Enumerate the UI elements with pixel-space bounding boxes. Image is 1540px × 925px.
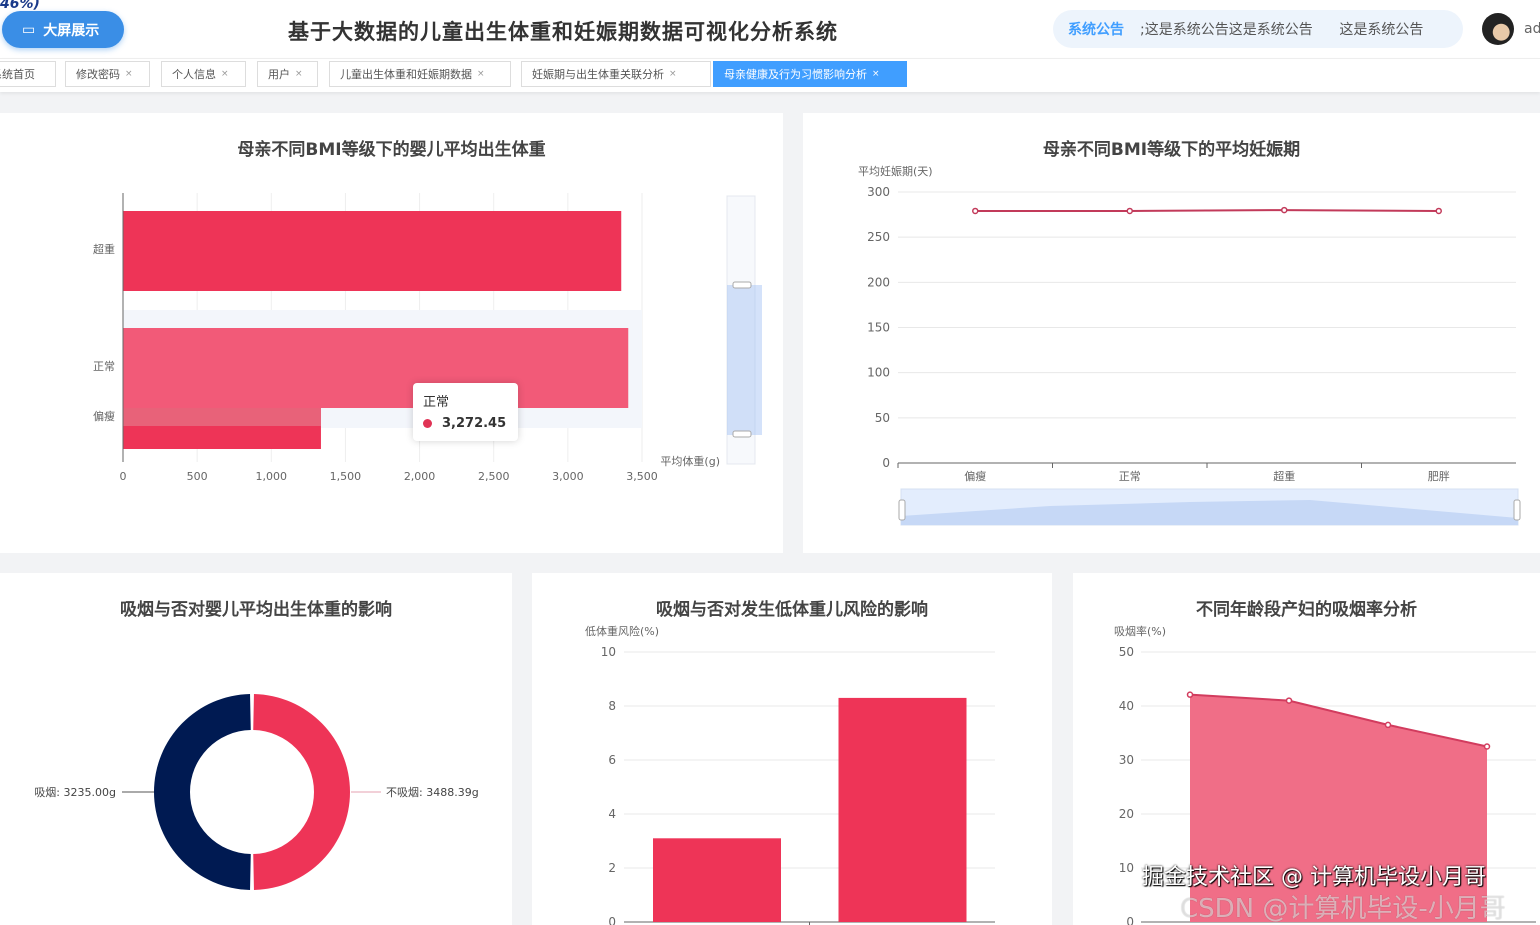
tab-0[interactable]: 系统首页: [0, 61, 56, 87]
watermark-csdn: CSDN @计算机毕设-小月哥: [1180, 894, 1506, 924]
tooltip-name: 正常: [423, 395, 450, 410]
tab-label: 妊娠期与出生体重关联分析: [532, 68, 664, 81]
chart-title: 吸烟与否对发生低体重儿风险的影响: [656, 600, 928, 620]
tooltip-marker: [423, 419, 432, 428]
tab-label: 母亲健康及行为习惯影响分析: [724, 68, 867, 81]
tab-2[interactable]: 个人信息 ×: [161, 61, 246, 87]
bigscreen-button[interactable]: ▭ 大屏展示: [2, 11, 124, 48]
card-bmi-birthweight: 母亲不同BMI等级下的婴儿平均出生体重: [0, 113, 783, 553]
tab-5[interactable]: 妊娠期与出生体重关联分析 ×: [521, 61, 711, 87]
close-icon[interactable]: ×: [477, 69, 485, 79]
chart-tooltip: 正常 3,272.45: [413, 383, 518, 441]
zoom-overlay: 46%): [0, 0, 40, 12]
header: ▭ 大屏展示 46%) 基于大数据的儿童出生体重和妊娠期数据可视化分析系统 系统…: [0, 0, 1540, 58]
card-smoking-weight: 吸烟与否对婴儿平均出生体重的影响: [0, 573, 512, 925]
watermark-juejin: 掘金技术社区 @ 计算机毕设小月哥: [1142, 865, 1486, 890]
close-icon[interactable]: ×: [295, 69, 303, 79]
username[interactable]: ad: [1524, 21, 1540, 37]
chart-title: 母亲不同BMI等级下的平均妊娠期: [1042, 140, 1301, 160]
tab-3[interactable]: 用户 ×: [257, 61, 318, 87]
card-bmi-gestation: 母亲不同BMI等级下的平均妊娠期: [803, 113, 1540, 553]
tab-1[interactable]: 修改密码 ×: [65, 61, 150, 87]
tab-4[interactable]: 儿童出生体重和妊娠期数据 ×: [329, 61, 511, 87]
tab-label: 修改密码: [76, 68, 120, 81]
tab-label: 个人信息: [172, 68, 216, 81]
tab-label: 系统首页: [0, 68, 35, 81]
close-icon[interactable]: ×: [872, 69, 880, 79]
tab-label: 用户: [268, 68, 290, 81]
close-icon[interactable]: ×: [125, 69, 133, 79]
avatar[interactable]: [1482, 13, 1514, 45]
notice-label: 系统公告: [1068, 22, 1124, 38]
close-icon[interactable]: ×: [221, 69, 229, 79]
monitor-icon: ▭: [22, 21, 36, 38]
chart-title: 不同年龄段产妇的吸烟率分析: [1196, 600, 1417, 620]
close-icon[interactable]: ×: [669, 69, 677, 79]
chart-title: 母亲不同BMI等级下的婴儿平均出生体重: [237, 140, 546, 160]
notice-bar: 系统公告 ;这是系统公告这是系统公告 这是系统公告: [1053, 10, 1463, 48]
tab-6[interactable]: 母亲健康及行为习惯影响分析 ×: [713, 61, 907, 87]
notice-text: ;这是系统公告这是系统公告 这是系统公告: [1140, 22, 1424, 38]
tab-bar: 系统首页修改密码×个人信息×用户×儿童出生体重和妊娠期数据×妊娠期与出生体重关联…: [0, 58, 1540, 92]
page-title: 基于大数据的儿童出生体重和妊娠期数据可视化分析系统: [288, 20, 838, 44]
chart-title: 吸烟与否对婴儿平均出生体重的影响: [120, 600, 392, 620]
tab-label: 儿童出生体重和妊娠期数据: [340, 68, 472, 81]
tooltip-value: 3,272.45: [442, 416, 507, 431]
card-smoking-risk: 吸烟与否对发生低体重儿风险的影响: [532, 573, 1052, 925]
bigscreen-label: 大屏展示: [43, 22, 100, 39]
